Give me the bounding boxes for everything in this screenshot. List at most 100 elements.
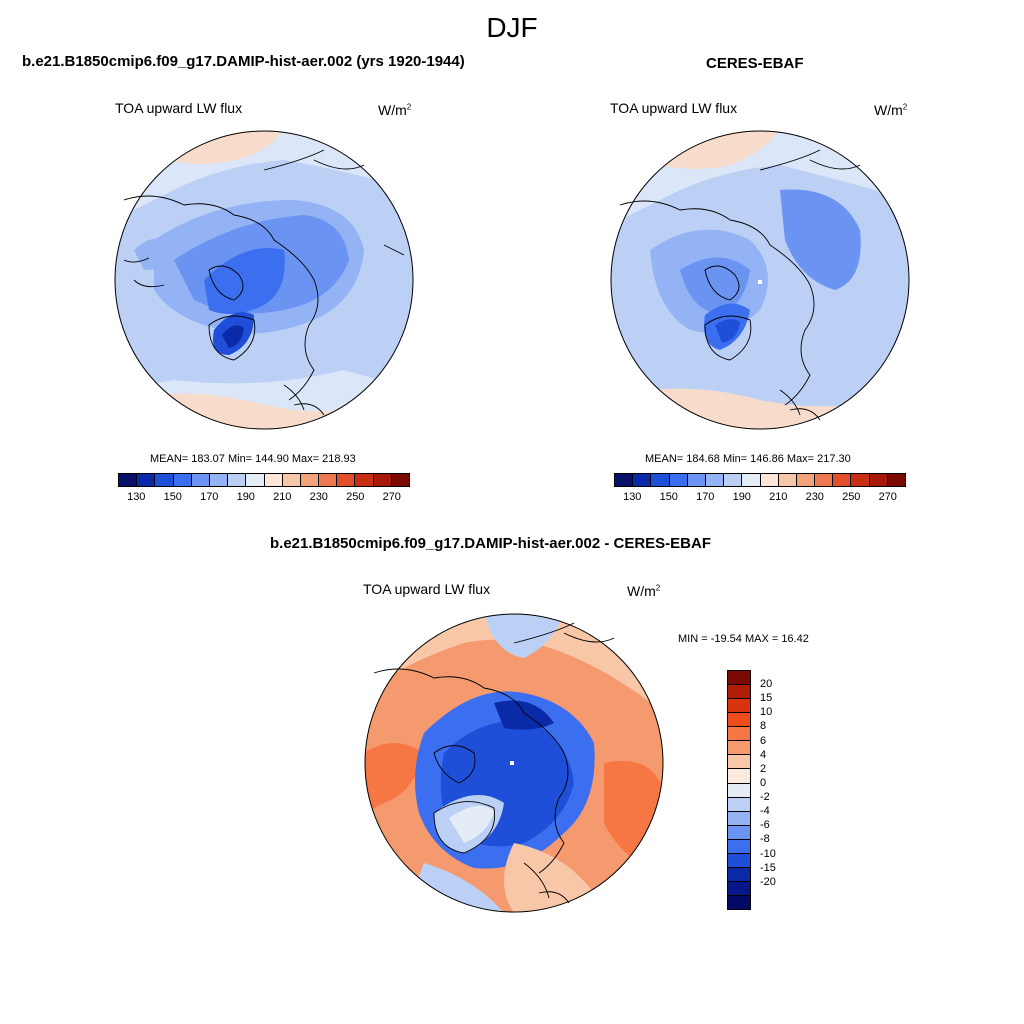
diff-colorbar-swatch [728, 783, 750, 798]
panel2-colorbar-swatch [796, 474, 816, 486]
panel1-colorbar-swatch [155, 474, 174, 486]
diff-colorbar-swatch [728, 769, 750, 784]
panel1-colorbar-swatch [300, 474, 320, 486]
diff-colorbar-swatch [728, 699, 750, 714]
panel2-colorbar-swatch [669, 474, 688, 486]
diff-colorbar-tick-label: 8 [760, 720, 767, 733]
diff-colorbar-swatch [728, 685, 750, 700]
panel2-colorbar-swatch [633, 474, 652, 486]
panel1-colorbar-swatch [337, 474, 356, 486]
diff-polar-map [364, 613, 664, 913]
panel2-colorbar-swatch [887, 474, 905, 486]
panel1-colorbar-swatch [282, 474, 301, 486]
panel2-title: CERES-EBAF [706, 55, 804, 72]
panel1-stats: MEAN= 183.07 Min= 144.90 Max= 218.93 [150, 453, 356, 465]
panel2-units: W/m2 [874, 102, 908, 118]
diff-variable-label: TOA upward LW flux [363, 581, 491, 597]
panel1-polar-map [114, 130, 414, 430]
panel1-colorbar-swatch [137, 474, 156, 486]
diff-colorbar-tick-label: -4 [760, 805, 770, 818]
diff-colorbar-swatch [728, 671, 750, 686]
diff-stats: MIN = -19.54 MAX = 16.42 [678, 633, 809, 645]
panel1-colorbar-tick-label: 170 [200, 491, 219, 503]
diff-units: W/m2 [627, 583, 661, 599]
panel1-colorbar-tick-label: 270 [382, 491, 401, 503]
panel2-colorbar-swatch [615, 474, 634, 486]
panel1-colorbar-swatch [246, 474, 265, 486]
diff-colorbar-tick-label: 6 [760, 734, 767, 747]
diff-colorbar-swatch [728, 867, 750, 882]
panel2-colorbar-swatch [869, 474, 888, 486]
panel2-colorbar-tick-label: 230 [805, 491, 824, 503]
panel2-variable-label: TOA upward LW flux [610, 100, 738, 116]
panel2-colorbar-swatch [742, 474, 761, 486]
diff-colorbar-tick-label: 4 [760, 748, 767, 761]
diff-colorbar-swatch [728, 839, 750, 854]
diff-colorbar-tick-label: -8 [760, 833, 770, 846]
diff-colorbar-swatch [728, 896, 750, 910]
panel2-colorbar-tick-label: 130 [623, 491, 642, 503]
panel2-colorbar-swatch [724, 474, 743, 486]
panel1-colorbar-tick-label: 190 [236, 491, 255, 503]
panel1-colorbar-swatch [355, 474, 374, 486]
diff-colorbar-swatch [728, 825, 750, 840]
panel1-colorbar-swatch [264, 474, 283, 486]
panel1-colorbar-tick-label: 210 [273, 491, 292, 503]
diff-colorbar-tick-label: 10 [760, 706, 773, 719]
diff-colorbar-tick-label: 0 [760, 776, 767, 789]
panel1-colorbar-swatch [119, 474, 138, 486]
panel1-colorbar-swatch [209, 474, 229, 486]
panel2-colorbar-swatch [833, 474, 852, 486]
diff-colorbar-swatch [728, 713, 750, 728]
diff-colorbar-tick-label: -20 [760, 875, 776, 888]
panel1-units: W/m2 [378, 102, 412, 118]
panel1-colorbar-swatch [191, 474, 210, 486]
diff-colorbar-swatch [728, 797, 750, 812]
diff-colorbar-tick-label: 2 [760, 762, 767, 775]
diff-colorbar-swatch [728, 741, 750, 756]
panel1-colorbar-tick-label: 150 [163, 491, 182, 503]
panel2-colorbar-swatch [760, 474, 779, 486]
panel2-colorbar-tick-label: 210 [769, 491, 788, 503]
panel1-colorbar: 130 150 170 190 210 230 250 270 [118, 473, 410, 507]
season-title: DJF [486, 12, 538, 43]
diff-colorbar-tick-label: -15 [760, 861, 776, 874]
panel2-stats: MEAN= 184.68 Min= 146.86 Max= 217.30 [645, 453, 851, 465]
panel2-colorbar-swatch [778, 474, 797, 486]
panel2-colorbar-tick-label: 150 [659, 491, 678, 503]
diff-colorbar-swatch [728, 853, 750, 868]
panel1-colorbar-swatch [319, 474, 338, 486]
diff-colorbar [727, 670, 751, 910]
panel1-title: b.e21.B1850cmip6.f09_g17.DAMIP-hist-aer.… [22, 53, 465, 70]
panel2-colorbar-swatch [815, 474, 834, 486]
panel2-colorbar-tick-label: 190 [732, 491, 751, 503]
diff-colorbar-tick-label: -10 [760, 847, 776, 860]
panel2-colorbar: 130 150 170 190 210 230 250 270 [614, 473, 906, 507]
panel2-colorbar-swatch [851, 474, 870, 486]
diff-colorbar-swatch [728, 727, 750, 742]
panel2-polar-map [610, 130, 910, 430]
diff-colorbar-tick-label: -6 [760, 819, 770, 832]
panel2-colorbar-swatch [705, 474, 725, 486]
panel1-colorbar-swatch [228, 474, 247, 486]
panel1-colorbar-swatch [173, 474, 192, 486]
panel1-variable-label: TOA upward LW flux [115, 100, 243, 116]
diff-colorbar-swatch [728, 881, 750, 896]
diff-colorbar-swatch [728, 755, 750, 770]
panel1-colorbar-tick-label: 130 [127, 491, 146, 503]
diff-colorbar-tick-label: -2 [760, 791, 770, 804]
panel2-colorbar-swatch [651, 474, 670, 486]
panel2-colorbar-swatch [687, 474, 706, 486]
diff-colorbar-tick-label: 15 [760, 692, 773, 705]
panel1-colorbar-tick-label: 250 [346, 491, 365, 503]
diff-panel-title: b.e21.B1850cmip6.f09_g17.DAMIP-hist-aer.… [270, 535, 711, 552]
diff-colorbar-ticks: 20 15 10 8 6 4 2 0 -2 -4 -6 -8 -10 -15 -20 [760, 670, 800, 910]
panel1-colorbar-swatch [373, 474, 392, 486]
panel1-colorbar-swatch [391, 474, 409, 486]
diff-colorbar-swatch [728, 811, 750, 826]
panel2-colorbar-tick-label: 270 [878, 491, 897, 503]
diff-colorbar-tick-label: 20 [760, 678, 773, 691]
panel2-colorbar-tick-label: 250 [842, 491, 861, 503]
panel2-colorbar-tick-label: 170 [696, 491, 715, 503]
panel1-colorbar-tick-label: 230 [309, 491, 328, 503]
